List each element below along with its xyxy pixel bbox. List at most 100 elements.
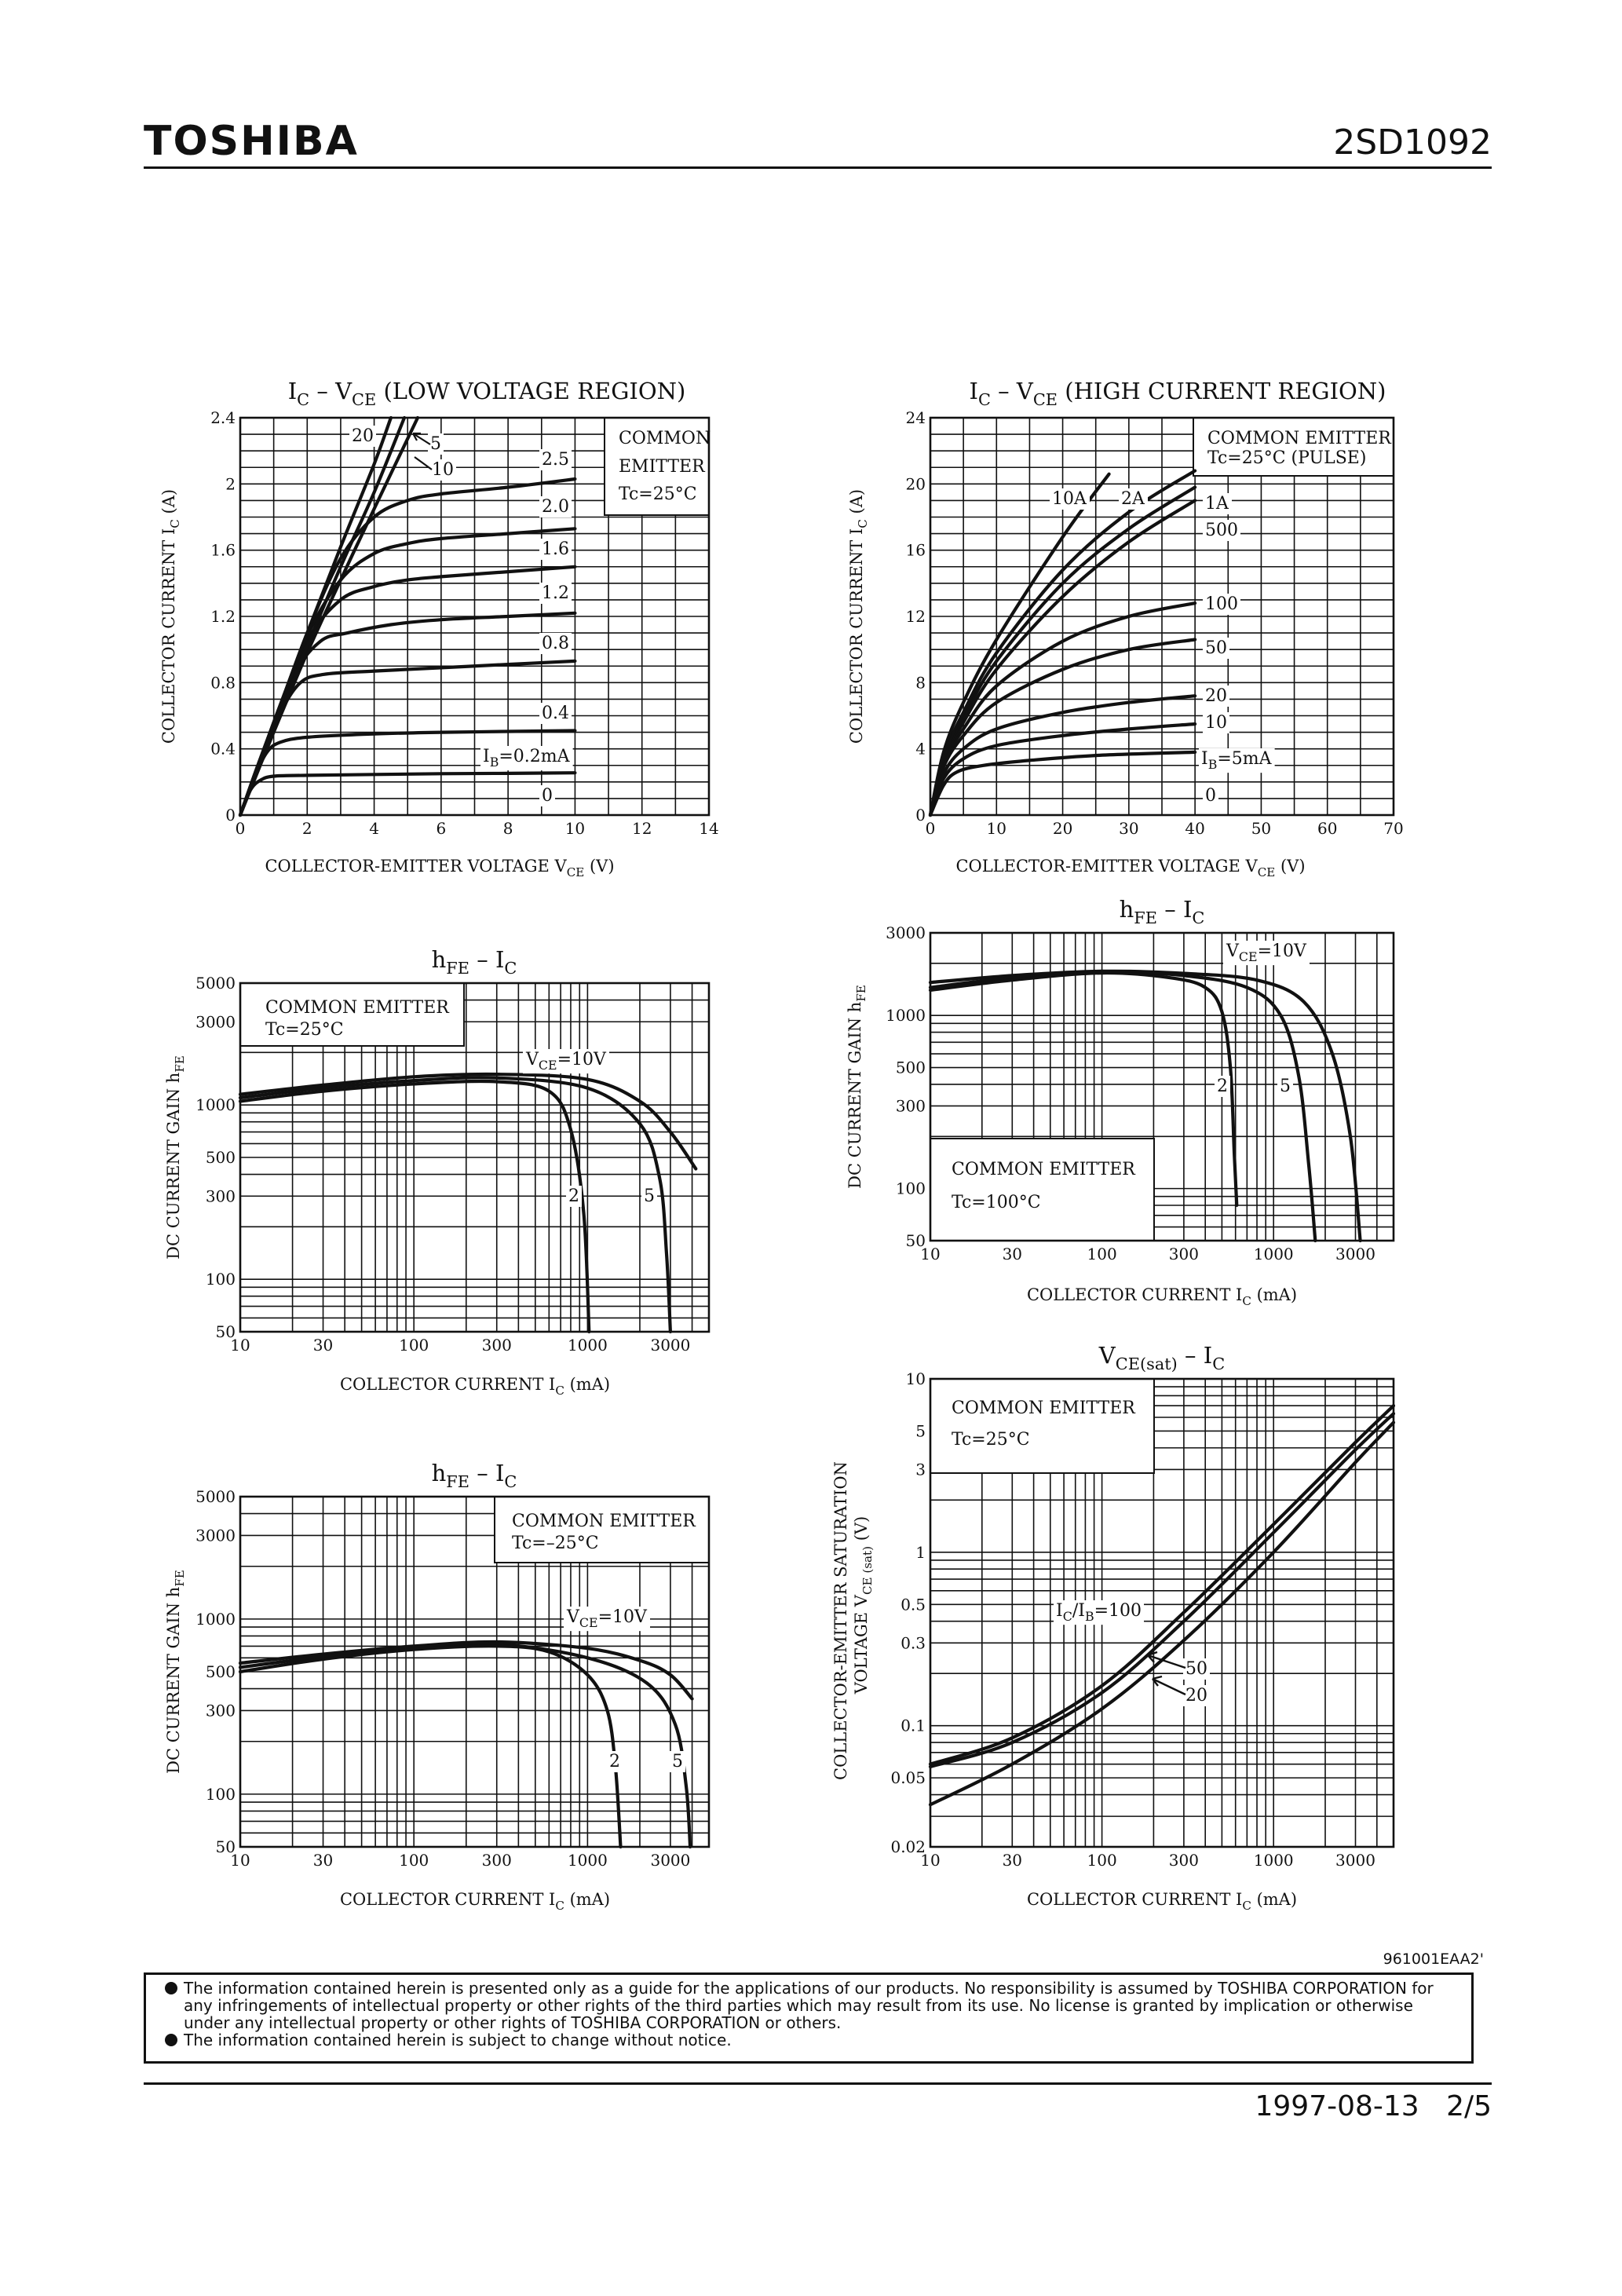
text-run: 100 — [1205, 594, 1238, 614]
curve-label-bg — [539, 449, 572, 470]
x-tick-label: 8 — [503, 819, 513, 838]
x-tick-label: 70 — [1383, 819, 1403, 838]
curve-label: 2A — [1121, 489, 1145, 509]
text-run: 500 — [1205, 521, 1238, 540]
text-sub: C — [1212, 1355, 1225, 1373]
x-tick-label: 0 — [926, 819, 936, 838]
x-tick-label: 10 — [920, 1851, 940, 1870]
x-tick-label: 100 — [1087, 1245, 1117, 1263]
x-tick-label: 14 — [699, 819, 718, 838]
y-tick-label: 0 — [915, 806, 926, 824]
bullet-icon — [165, 2034, 177, 2046]
text-base: V — [1226, 941, 1240, 961]
y-tick-label: 0.4 — [210, 740, 236, 759]
text-run: (V) — [1275, 857, 1305, 876]
curve-label-bg — [523, 1049, 609, 1074]
curve-label: 1.2 — [542, 583, 569, 603]
text-sub: B — [490, 755, 499, 770]
text-sub: B — [1208, 757, 1218, 772]
text-run: COLLECTOR-EMITTER VOLTAGE — [955, 857, 1245, 876]
text-sub: CE — [1258, 865, 1276, 879]
curve-label: 5 — [430, 434, 441, 454]
chart-c6: COMMON EMITTERTc=25°CIC​/IB​=10050201030… — [831, 1342, 1396, 1913]
text-base: V — [525, 1050, 539, 1069]
curve-label-bg — [1183, 1685, 1210, 1706]
part-number: 2SD1092 — [1333, 122, 1492, 163]
text-run: 2 — [609, 1752, 620, 1771]
x-tick-label: 50 — [1251, 819, 1271, 838]
text-base: I — [1204, 1342, 1212, 1369]
x-tick-label: 100 — [1087, 1851, 1117, 1870]
text-run: DC CURRENT GAIN — [846, 1012, 864, 1189]
series-group — [928, 469, 1197, 817]
text-run: 1.2 — [542, 583, 569, 603]
text-run: COLLECTOR CURRENT — [340, 1890, 549, 1909]
text-run: COMMON EMITTER — [512, 1512, 696, 1531]
x-tick-label: 100 — [399, 1851, 429, 1870]
y-tick-label: 5000 — [195, 1487, 236, 1506]
text-run: 1A — [1205, 494, 1229, 514]
y-axis-label-2: VOLTAGE VCE (sat)​ (V) — [852, 1516, 875, 1695]
text-base: I — [1078, 1601, 1085, 1621]
text-run: 2 — [1217, 1077, 1228, 1096]
series-line-ib-10a — [928, 472, 1111, 817]
curve-label: 20 — [1185, 1686, 1207, 1706]
y-tick-label: 0.5 — [901, 1595, 926, 1614]
y-tick-label: 1000 — [195, 1610, 236, 1629]
curve-label: 2.0 — [542, 497, 569, 517]
text-run: 0 — [542, 786, 553, 806]
condition-text: Tc=25°C — [619, 484, 697, 504]
tick-labels: 10 30 100 300 1000 3000 0.02 0.05 0.1 0.3 0.5 1 3 5 10 — [890, 1369, 1375, 1870]
y-tick-label: 1000 — [195, 1095, 236, 1114]
text-sub: C — [504, 959, 517, 978]
condition-text: Tc=–25°C — [512, 1534, 599, 1553]
y-tick-label: 1000 — [886, 1006, 926, 1025]
text-sub: C — [297, 390, 309, 409]
text-run: Tc=100°C — [952, 1193, 1041, 1212]
text-run: Tc=–25°C — [512, 1534, 599, 1553]
gridlines — [930, 418, 1394, 815]
label-arrow-5 — [412, 432, 431, 445]
notice-line-1: The information contained herein is pres… — [165, 1980, 1452, 2031]
text-sub: FE — [854, 985, 868, 1002]
curve-label-bg — [1203, 785, 1218, 806]
curve-label-bg — [1203, 594, 1240, 615]
text-run: / — [1072, 1601, 1079, 1621]
y-tick-label: 500 — [206, 1662, 236, 1681]
series-line-vce-2v — [238, 1079, 591, 1334]
chart-title: hFE​ – IC​ — [432, 946, 517, 978]
text-run: 0.8 — [542, 634, 569, 653]
text-run: COLLECTOR CURRENT — [1027, 1890, 1236, 1909]
text-base: I — [1236, 1285, 1242, 1304]
text-base: V — [566, 1607, 580, 1627]
series-line-vce-10v — [238, 1640, 694, 1701]
plot-frame — [239, 416, 711, 817]
text-sub: CE (sat) — [860, 1546, 875, 1595]
curve-label-bg — [670, 1751, 685, 1772]
series-line-vce-5v — [238, 1641, 692, 1849]
y-tick-label: 3000 — [195, 1526, 236, 1545]
condition-text: COMMON EMITTER — [952, 1398, 1136, 1418]
series-line-ib-10ma — [238, 415, 407, 817]
footer-rule — [144, 2082, 1492, 2085]
text-base: I — [495, 946, 504, 973]
curve-label-bg — [1203, 493, 1232, 514]
text-run: 0 — [1205, 786, 1216, 806]
text-sub: CE — [1033, 390, 1058, 409]
text-run: 0.4 — [542, 704, 569, 723]
y-tick-label: 500 — [206, 1148, 236, 1167]
text-base: V — [554, 857, 568, 876]
text-base: I — [549, 1890, 555, 1909]
chart-title: hFE​ – IC​ — [1120, 896, 1205, 927]
text-sub: CE — [567, 865, 585, 879]
series-line-vce-2v — [238, 1644, 623, 1849]
x-tick-label: 1000 — [1254, 1245, 1294, 1263]
x-tick-label: 1000 — [568, 1336, 608, 1355]
text-run: Tc=25°C — [265, 1020, 344, 1040]
series-line-ib-20ma — [238, 415, 393, 817]
curve-label-bg — [539, 785, 555, 806]
x-tick-label: 10 — [987, 819, 1006, 838]
notice-line-2: The information contained herein is subj… — [165, 2031, 1452, 2049]
text-sub: CE — [539, 1058, 557, 1073]
y-axis-label: COLLECTOR CURRENT IC​ (A) — [847, 489, 870, 744]
